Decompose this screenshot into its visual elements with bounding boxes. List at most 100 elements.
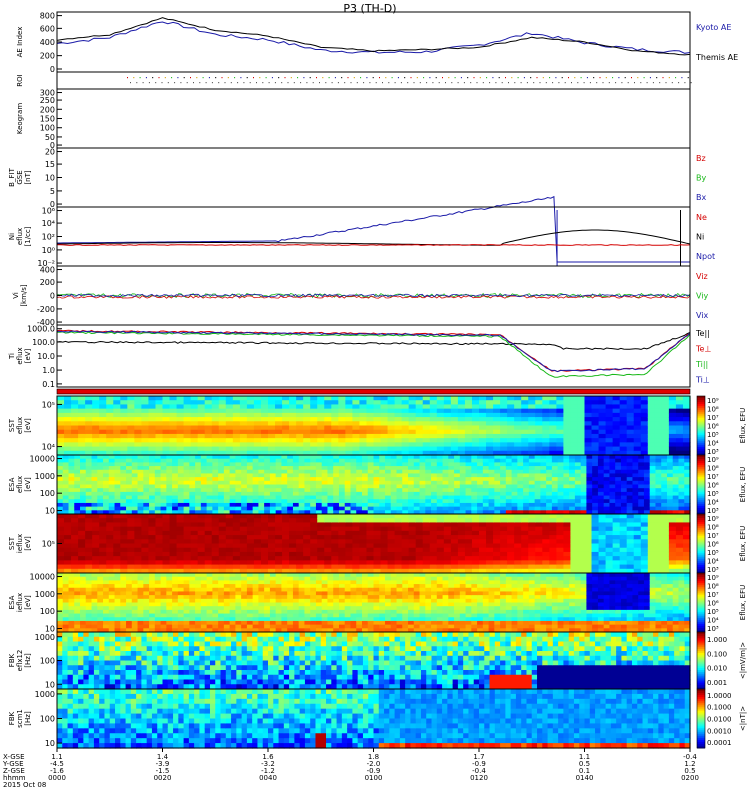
spectrogram-cell xyxy=(298,510,306,515)
spectrogram-cell xyxy=(85,469,93,475)
spectrogram-cell xyxy=(292,495,300,500)
spectrogram-cell xyxy=(97,624,104,629)
y-tick-label: 10⁵ xyxy=(42,540,55,549)
spectrogram-cell xyxy=(321,469,329,475)
spectrogram-cell xyxy=(282,518,290,524)
spectrogram-cell xyxy=(655,491,662,497)
spectrogram-cell xyxy=(401,400,410,406)
spectrogram-cell xyxy=(488,455,495,460)
spectrogram-cell xyxy=(344,502,352,508)
spectrogram-cell xyxy=(477,495,484,500)
spectrogram-cell xyxy=(85,556,93,561)
spectrogram-cell xyxy=(448,484,455,489)
spectrogram-cell xyxy=(546,480,553,486)
spectrogram-cell xyxy=(591,412,600,418)
spectrogram-cell xyxy=(647,412,656,418)
spectrogram-cell xyxy=(183,469,190,475)
spectrogram-cell xyxy=(304,495,311,500)
spectrogram-cell xyxy=(401,408,410,414)
spectrogram-cell xyxy=(114,491,121,497)
spectrogram-cell xyxy=(268,547,276,553)
spectrogram-cell xyxy=(511,473,518,478)
spectrogram-cell xyxy=(212,469,219,475)
spectrogram-cell xyxy=(402,477,409,482)
spectrogram-cell xyxy=(422,547,431,553)
spectrogram-cell xyxy=(304,462,311,467)
spectrogram-cell xyxy=(675,539,684,545)
spectrogram-cell xyxy=(517,480,524,486)
spectrogram-cell xyxy=(580,473,588,478)
spectrogram-cell xyxy=(422,433,431,439)
spectrogram-cell xyxy=(682,446,691,452)
spectrogram-cell xyxy=(471,466,478,471)
spectrogram-cell xyxy=(296,438,304,443)
spectrogram-cell xyxy=(275,421,283,427)
spectrogram-cell xyxy=(443,450,452,456)
spectrogram-cell xyxy=(471,433,480,439)
spectrogram-cell xyxy=(396,499,403,504)
spectrogram-cell xyxy=(258,455,265,460)
spectrogram-cell xyxy=(160,495,167,500)
spectrogram-cell xyxy=(275,551,283,557)
spectrogram-cell xyxy=(315,495,323,500)
spectrogram-cell xyxy=(436,408,445,414)
spectrogram-cell xyxy=(643,510,651,515)
spectrogram-cell xyxy=(390,480,398,486)
spectrogram-cell xyxy=(619,425,628,431)
spectrogram-cell xyxy=(212,480,219,486)
spectrogram-cell xyxy=(321,499,329,504)
roi-dot xyxy=(438,82,440,84)
spectrogram-cell xyxy=(597,455,605,460)
spectrogram-cell xyxy=(229,502,236,508)
spectrogram-cell xyxy=(232,412,241,418)
roi-dot xyxy=(520,82,522,84)
spectrogram-cell xyxy=(580,488,588,493)
spectrogram-cell xyxy=(275,455,283,460)
spectrogram-cell xyxy=(390,488,398,493)
spectrogram-cell xyxy=(148,408,157,414)
spectrogram-cell xyxy=(223,458,231,463)
spectrogram-cell xyxy=(114,613,121,618)
colorbar-cell xyxy=(697,525,705,529)
spectrogram-cell xyxy=(333,502,340,508)
spectrogram-cell xyxy=(141,450,150,456)
spectrogram-cell xyxy=(229,480,236,486)
spectrogram-cell xyxy=(422,551,431,557)
spectrogram-cell xyxy=(190,417,199,422)
spectrogram-cell xyxy=(85,526,93,532)
spectrogram-cell xyxy=(459,469,467,475)
roi-dot xyxy=(297,77,299,79)
spectrogram-cell xyxy=(92,438,100,443)
spectrogram-cell xyxy=(324,404,332,410)
spectrogram-cell xyxy=(324,551,332,557)
spectrogram-cell xyxy=(169,568,178,574)
spectrogram-cell xyxy=(633,417,642,422)
spectrogram-cell xyxy=(141,408,150,414)
spectrogram-cell xyxy=(598,522,607,528)
spectrogram-cell xyxy=(195,495,202,500)
spectrogram-cell xyxy=(197,438,206,443)
spectrogram-cell xyxy=(675,404,684,410)
roi-dot xyxy=(482,82,484,84)
spectrogram-cell xyxy=(131,480,139,486)
spectrogram-cell xyxy=(675,438,684,443)
spectrogram-cell xyxy=(162,408,171,414)
colorbar-cell xyxy=(697,411,705,415)
spectrogram-cell xyxy=(106,514,114,519)
spectrogram-cell xyxy=(387,433,396,439)
spectrogram-cell xyxy=(626,477,634,482)
spectrogram-cell xyxy=(535,429,543,435)
spectrogram-cell xyxy=(408,514,417,519)
spectrogram-cell xyxy=(569,455,576,460)
spectrogram-cell xyxy=(200,473,208,478)
spectrogram-cell xyxy=(106,560,114,566)
spectrogram-cell xyxy=(678,484,685,489)
spectrogram-cell xyxy=(246,506,254,511)
spectrogram-cell xyxy=(387,442,396,448)
spectrogram-cell xyxy=(120,518,128,524)
spectrogram-cell xyxy=(415,421,424,427)
roi-dot xyxy=(174,82,176,84)
spectrogram-cell xyxy=(477,455,484,460)
spectrogram-cell xyxy=(570,400,579,406)
spectrogram-cell xyxy=(675,514,684,519)
